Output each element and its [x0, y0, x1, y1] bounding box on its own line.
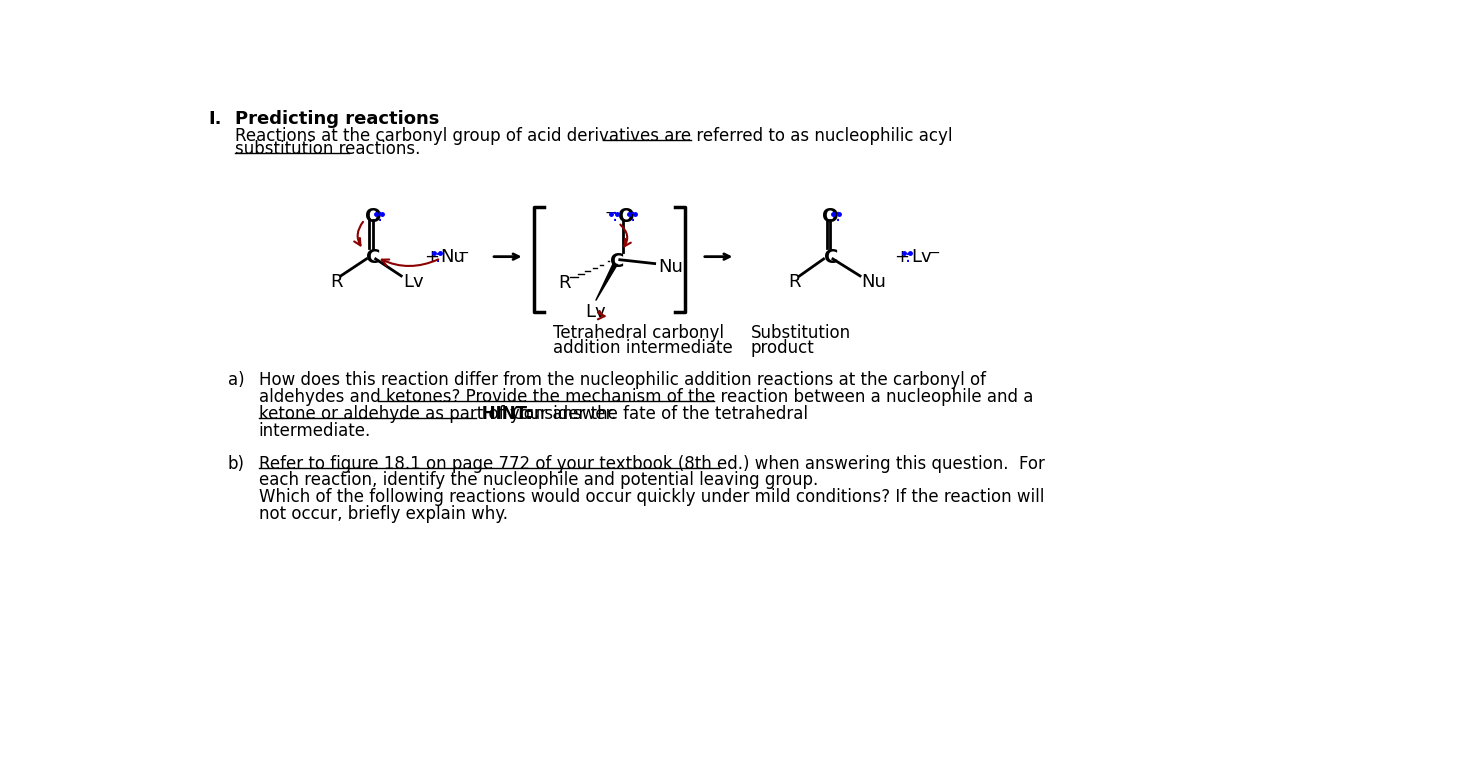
Text: Lv: Lv [403, 273, 423, 291]
Text: :: : [630, 208, 636, 225]
Text: C: C [610, 252, 625, 271]
Text: C: C [367, 248, 380, 267]
FancyArrowPatch shape [354, 222, 363, 245]
Text: Which of the following reactions would occur quickly under mild conditions? If t: Which of the following reactions would o… [259, 489, 1043, 506]
Text: I.: I. [209, 110, 222, 127]
Text: Nu: Nu [657, 258, 682, 276]
FancyArrowPatch shape [620, 225, 630, 246]
Text: intermediate.: intermediate. [259, 422, 371, 440]
Text: +: + [423, 248, 438, 266]
Text: R: R [330, 273, 342, 291]
Text: C: C [823, 248, 838, 267]
Text: −: − [457, 245, 469, 260]
Text: a): a) [228, 371, 244, 389]
Text: How does this reaction differ from the nucleophilic addition reactions at the ca: How does this reaction differ from the n… [259, 371, 986, 389]
Text: :: : [835, 208, 841, 225]
Text: Lv: Lv [585, 303, 605, 321]
Text: −: − [604, 206, 616, 220]
Text: Tetrahedral carbonyl: Tetrahedral carbonyl [554, 323, 724, 342]
Text: ketone or aldehyde as part of your answer.: ketone or aldehyde as part of your answe… [259, 405, 616, 423]
Text: Consider the fate of the tetrahedral: Consider the fate of the tetrahedral [508, 405, 808, 423]
Text: :: : [377, 208, 383, 225]
Text: b): b) [228, 455, 244, 472]
Text: O: O [364, 208, 382, 226]
Text: Refer to figure 18.1 on page 772 of your textbook (8th ed.) when answering this : Refer to figure 18.1 on page 772 of your… [259, 455, 1045, 472]
Text: Reactions at the carbonyl group of acid derivatives are referred to as nucleophi: Reactions at the carbonyl group of acid … [235, 127, 953, 144]
Text: O: O [821, 208, 839, 226]
Text: +: + [894, 248, 909, 266]
Text: Lv: Lv [912, 248, 932, 266]
FancyArrowPatch shape [598, 311, 605, 320]
Text: product: product [750, 339, 814, 357]
Text: Nu: Nu [861, 273, 887, 291]
Text: R: R [558, 274, 571, 293]
Text: aldehydes and ketones? Provide the mechanism of the reaction between a nucleophi: aldehydes and ketones? Provide the mecha… [259, 388, 1033, 406]
Text: not occur, briefly explain why.: not occur, briefly explain why. [259, 506, 508, 523]
Text: substitution reactions.: substitution reactions. [235, 141, 420, 158]
Text: each reaction, identify the nucleophile and potential leaving group.: each reaction, identify the nucleophile … [259, 472, 818, 489]
Text: :: : [435, 248, 441, 266]
Text: :: : [904, 248, 912, 266]
Text: Nu: Nu [441, 248, 466, 266]
Text: R: R [789, 273, 801, 291]
Text: Substitution: Substitution [750, 323, 851, 342]
Text: −: − [928, 245, 940, 260]
Text: addition intermediate: addition intermediate [554, 339, 733, 357]
Text: HINT:: HINT: [477, 405, 533, 423]
Text: Predicting reactions: Predicting reactions [235, 110, 440, 127]
Polygon shape [596, 264, 617, 300]
Text: O: O [619, 208, 635, 226]
FancyArrowPatch shape [382, 259, 438, 266]
Text: :: : [613, 208, 619, 225]
